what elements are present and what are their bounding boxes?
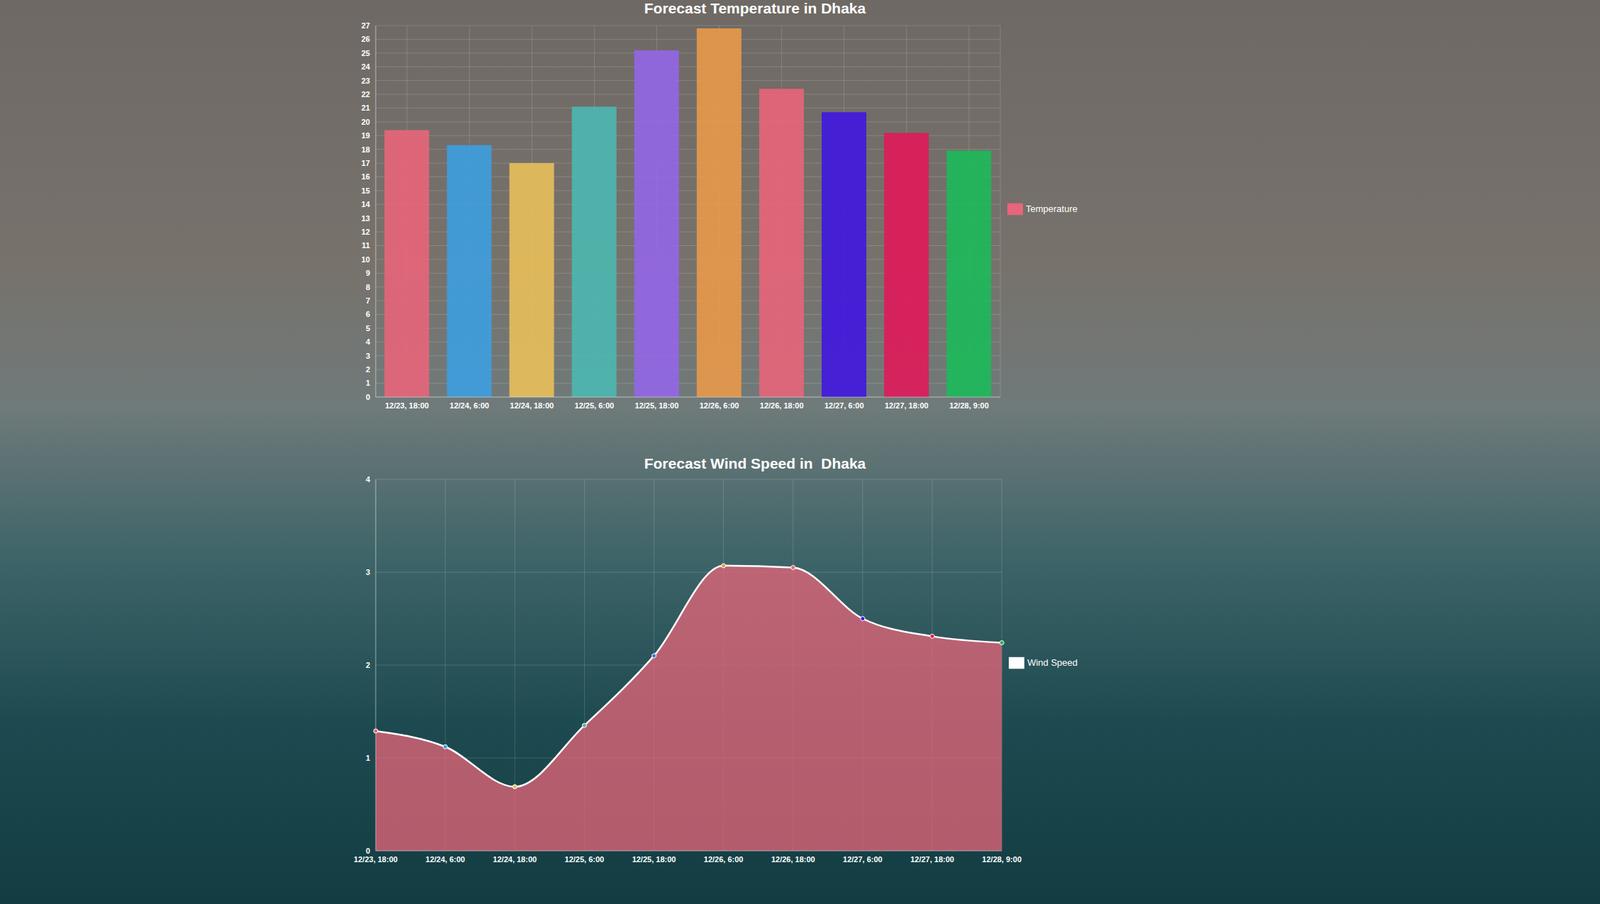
svg-text:14: 14 xyxy=(361,199,371,209)
svg-text:22: 22 xyxy=(361,90,371,99)
html-text:Temperature: Temperature xyxy=(1025,203,1078,215)
html-text:Wind Speed: Wind Speed xyxy=(1027,657,1078,668)
svg-text:3: 3 xyxy=(365,567,371,577)
svg-text:23: 23 xyxy=(361,76,371,86)
svg-text:12/25, 6:00: 12/25, 6:00 xyxy=(574,401,615,410)
svg-text:12/26, 18:00: 12/26, 18:00 xyxy=(771,854,816,864)
svg-text:12/24, 6:00: 12/24, 6:00 xyxy=(449,401,490,410)
svg-text:4: 4 xyxy=(365,337,371,346)
svg-text:1: 1 xyxy=(365,378,371,388)
svg-text:12/23, 18:00: 12/23, 18:00 xyxy=(353,854,398,864)
svg-text:24: 24 xyxy=(361,62,371,71)
svg-text:12/28, 9:00: 12/28, 9:00 xyxy=(949,401,989,410)
html-text:Forecast Wind Speed in Dhaka: Forecast Wind Speed in Dhaka xyxy=(644,455,866,472)
svg-text:15: 15 xyxy=(361,186,371,195)
svg-text:7: 7 xyxy=(365,296,371,305)
svg-text:8: 8 xyxy=(365,282,371,292)
svg-text:27: 27 xyxy=(361,21,371,30)
svg-text:12: 12 xyxy=(361,227,371,237)
html-text:Forecast Temperature in Dhaka: Forecast Temperature in Dhaka xyxy=(644,0,866,17)
svg-text:2: 2 xyxy=(365,365,371,374)
svg-text:19: 19 xyxy=(361,131,371,140)
svg-text:21: 21 xyxy=(361,103,371,113)
svg-text:12/27, 18:00: 12/27, 18:00 xyxy=(910,854,955,864)
svg-text:12/26, 6:00: 12/26, 6:00 xyxy=(699,401,740,410)
svg-text:12/25, 18:00: 12/25, 18:00 xyxy=(632,854,677,864)
svg-text:9: 9 xyxy=(365,268,371,278)
svg-text:12/24, 18:00: 12/24, 18:00 xyxy=(492,854,537,864)
svg-text:26: 26 xyxy=(361,34,371,44)
svg-text:10: 10 xyxy=(361,255,371,264)
svg-text:0: 0 xyxy=(365,846,371,855)
svg-text:5: 5 xyxy=(365,323,371,333)
svg-text:12/26, 18:00: 12/26, 18:00 xyxy=(759,401,804,410)
svg-text:12/25, 6:00: 12/25, 6:00 xyxy=(564,854,605,864)
svg-text:11: 11 xyxy=(361,241,371,250)
svg-text:12/24, 18:00: 12/24, 18:00 xyxy=(509,401,554,410)
svg-text:20: 20 xyxy=(361,117,371,127)
svg-text:12/28, 9:00: 12/28, 9:00 xyxy=(981,854,1022,864)
svg-text:12/23, 18:00: 12/23, 18:00 xyxy=(384,401,429,410)
svg-text:12/27, 18:00: 12/27, 18:00 xyxy=(884,401,929,410)
svg-text:4: 4 xyxy=(365,474,371,484)
svg-text:12/27, 6:00: 12/27, 6:00 xyxy=(824,401,865,410)
svg-text:18: 18 xyxy=(361,145,371,154)
svg-text:25: 25 xyxy=(361,48,371,58)
svg-text:12/24, 6:00: 12/24, 6:00 xyxy=(425,854,466,864)
svg-text:12/26, 6:00: 12/26, 6:00 xyxy=(703,854,744,864)
svg-text:3: 3 xyxy=(365,351,371,361)
svg-text:12/27, 6:00: 12/27, 6:00 xyxy=(842,854,883,864)
svg-text:12/25, 18:00: 12/25, 18:00 xyxy=(635,401,680,410)
svg-text:2: 2 xyxy=(365,660,371,670)
svg-text:1: 1 xyxy=(365,753,371,763)
svg-text:16: 16 xyxy=(361,172,371,181)
svg-text:13: 13 xyxy=(361,214,371,223)
svg-text:17: 17 xyxy=(361,158,371,168)
svg-text:0: 0 xyxy=(365,392,371,402)
svg-text:6: 6 xyxy=(365,309,371,319)
